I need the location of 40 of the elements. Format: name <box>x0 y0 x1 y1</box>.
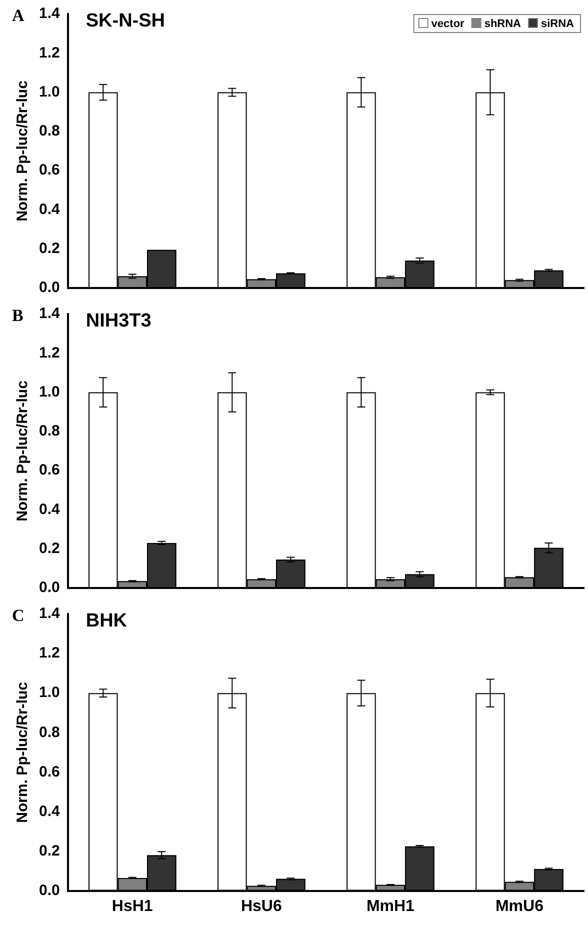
y-tick-label: 0.4 <box>38 500 60 518</box>
y-tick-label: 0.2 <box>38 842 60 860</box>
y-axis-title: Norm. Pp-luc/Rr-luc <box>14 80 32 222</box>
text: C <box>12 606 24 625</box>
y-tick-label: 1.4 <box>38 305 60 322</box>
legend-label: shRNA <box>484 18 522 30</box>
chart-title: BHK <box>86 610 128 632</box>
y-tick-label: 1.2 <box>38 344 60 362</box>
y-tick-label: 0.8 <box>38 422 60 440</box>
text: A <box>12 6 25 25</box>
y-tick-label: 0.2 <box>38 240 60 257</box>
y-tick-label: 1.0 <box>38 383 60 400</box>
x-tick-label: HsH1 <box>112 898 153 915</box>
y-tick-label: 0.2 <box>38 540 60 557</box>
y-tick-label: 0.0 <box>38 579 60 596</box>
y-tick-label: 0.6 <box>38 162 60 179</box>
y-tick-label: 0.6 <box>38 763 60 780</box>
y-tick-label: 1.2 <box>38 644 60 662</box>
y-tick-label: 1.2 <box>38 44 60 62</box>
y-tick-label: 0.8 <box>38 724 60 741</box>
text: B <box>12 306 24 325</box>
legend-label: siRNA <box>540 18 574 30</box>
chart-title: SK-N-SH <box>86 10 166 32</box>
y-tick-label: 0.4 <box>38 200 60 218</box>
x-tick-label: MmH1 <box>366 898 415 915</box>
y-tick-label: 0.0 <box>38 279 60 296</box>
legend-label: vector <box>431 18 466 30</box>
y-tick-label: 1.0 <box>38 83 60 100</box>
y-tick-label: 0.0 <box>38 882 60 899</box>
y-tick-label: 0.8 <box>38 122 60 140</box>
y-axis-title: Norm. Pp-luc/Rr-luc <box>14 682 32 823</box>
chart-title: NIH3T3 <box>86 310 152 332</box>
y-tick-label: 0.4 <box>38 802 60 820</box>
y-axis-title: Norm. Pp-luc/Rr-luc <box>14 380 32 522</box>
y-tick-label: 0.6 <box>38 462 60 479</box>
x-tick-label: MmU6 <box>495 898 544 915</box>
y-tick-label: 1.0 <box>38 684 60 702</box>
y-tick-label: 1.4 <box>38 605 60 622</box>
y-tick-label: 1.4 <box>38 5 60 22</box>
x-tick-label: HsU6 <box>240 898 282 915</box>
